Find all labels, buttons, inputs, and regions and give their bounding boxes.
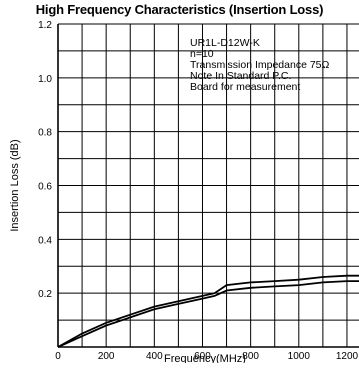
- x-tick-label: 800: [242, 351, 259, 362]
- x-axis-label: Frequency(MHz): [164, 353, 246, 363]
- y-tick-label: 0.6: [38, 182, 52, 193]
- annotation-text: Transmission Impedance 75Ω: [190, 59, 330, 71]
- y-axis-label: Insertion Loss (dB): [9, 139, 21, 231]
- y-tick-label: 1.0: [38, 74, 52, 85]
- y-tick-label: 0.4: [38, 235, 52, 246]
- series-line-1: [57, 274, 359, 348]
- x-tick-label: 200: [98, 351, 115, 362]
- annotation-text: Board for measurement: [190, 81, 300, 93]
- x-tick-label: 0: [55, 351, 61, 362]
- x-tick-label: 1200: [336, 351, 359, 362]
- annotation-text: Note In Standard P.C.: [190, 70, 291, 82]
- y-tick-label: 0.2: [38, 289, 52, 300]
- y-tick-label: 1.2: [38, 20, 52, 31]
- chart-title: High Frequency Characteristics (Insertio…: [35, 2, 324, 17]
- x-tick-label: 600: [194, 351, 211, 362]
- series-line-2: [57, 280, 359, 348]
- annotation-text: n=10: [190, 48, 214, 60]
- x-tick-label: 1000: [288, 351, 311, 362]
- y-tick-label: 0.8: [38, 128, 52, 139]
- x-tick-label: 400: [146, 351, 163, 362]
- annotation-text: UR1L-D12W-K: [190, 37, 260, 49]
